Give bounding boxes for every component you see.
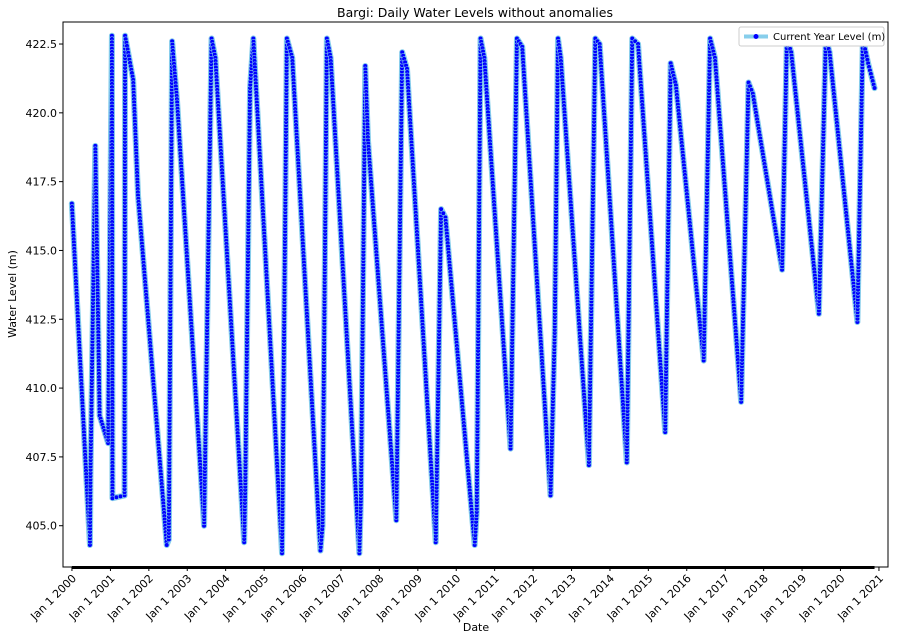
x-minor-tick-band	[71, 566, 875, 569]
chart-title: Bargi: Daily Water Levels without anomal…	[337, 5, 613, 20]
series-layer	[68, 32, 878, 569]
plot-area: 405.0407.5410.0412.5415.0417.5420.0422.5…	[26, 21, 889, 624]
series-marker	[164, 542, 170, 548]
series-markers	[69, 33, 878, 556]
